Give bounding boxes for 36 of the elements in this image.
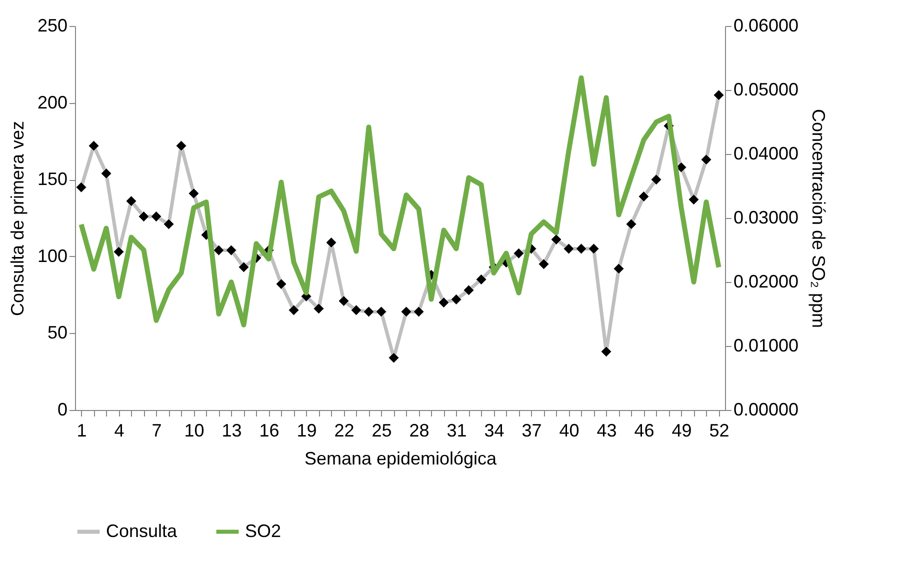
x-axis-title: Semana epidemiológica bbox=[304, 448, 498, 468]
y2-tick-label: 0.00000 bbox=[734, 400, 799, 420]
x-tick-label: 10 bbox=[184, 420, 204, 440]
x-tick-label: 52 bbox=[709, 420, 730, 440]
y-tick-label: 100 bbox=[37, 246, 68, 266]
x-tick-label: 43 bbox=[596, 420, 617, 440]
x-tick-label: 22 bbox=[334, 420, 354, 440]
legend-label: SO2 bbox=[245, 520, 282, 541]
x-tick-label: 40 bbox=[559, 420, 580, 440]
x-tick-label: 31 bbox=[446, 420, 467, 440]
y2-tick-label: 0.04000 bbox=[734, 144, 799, 164]
y-tick-label: 150 bbox=[37, 169, 68, 190]
y-tick-label: 0 bbox=[57, 400, 68, 420]
y-tick-label: 50 bbox=[47, 322, 68, 343]
y-axis-title: Consulta de primera vez bbox=[7, 120, 28, 316]
y2-axis-title: Concentración de SO₂ ppm bbox=[808, 108, 829, 328]
x-tick-label: 28 bbox=[409, 420, 430, 440]
legend-label: Consulta bbox=[106, 520, 178, 541]
x-tick-label: 16 bbox=[259, 420, 280, 440]
x-tick-label: 25 bbox=[372, 420, 392, 440]
x-tick-label: 7 bbox=[152, 420, 162, 440]
x-tick-label: 4 bbox=[114, 420, 124, 440]
x-tick-label: 34 bbox=[484, 420, 504, 440]
x-tick-label: 19 bbox=[296, 420, 317, 440]
y-tick-label: 250 bbox=[37, 16, 68, 36]
y-tick-label: 200 bbox=[37, 92, 68, 112]
y2-tick-label: 0.06000 bbox=[734, 16, 799, 36]
y2-tick-label: 0.05000 bbox=[734, 80, 799, 100]
x-tick-label: 46 bbox=[634, 420, 654, 440]
x-tick-label: 1 bbox=[76, 420, 87, 440]
y2-tick-label: 0.02000 bbox=[734, 272, 799, 292]
y2-tick-label: 0.03000 bbox=[734, 208, 799, 228]
y2-tick-label: 0.01000 bbox=[734, 336, 799, 356]
x-tick-label: 13 bbox=[222, 420, 242, 440]
x-tick-label: 49 bbox=[672, 420, 692, 440]
x-tick-label: 37 bbox=[522, 420, 542, 440]
